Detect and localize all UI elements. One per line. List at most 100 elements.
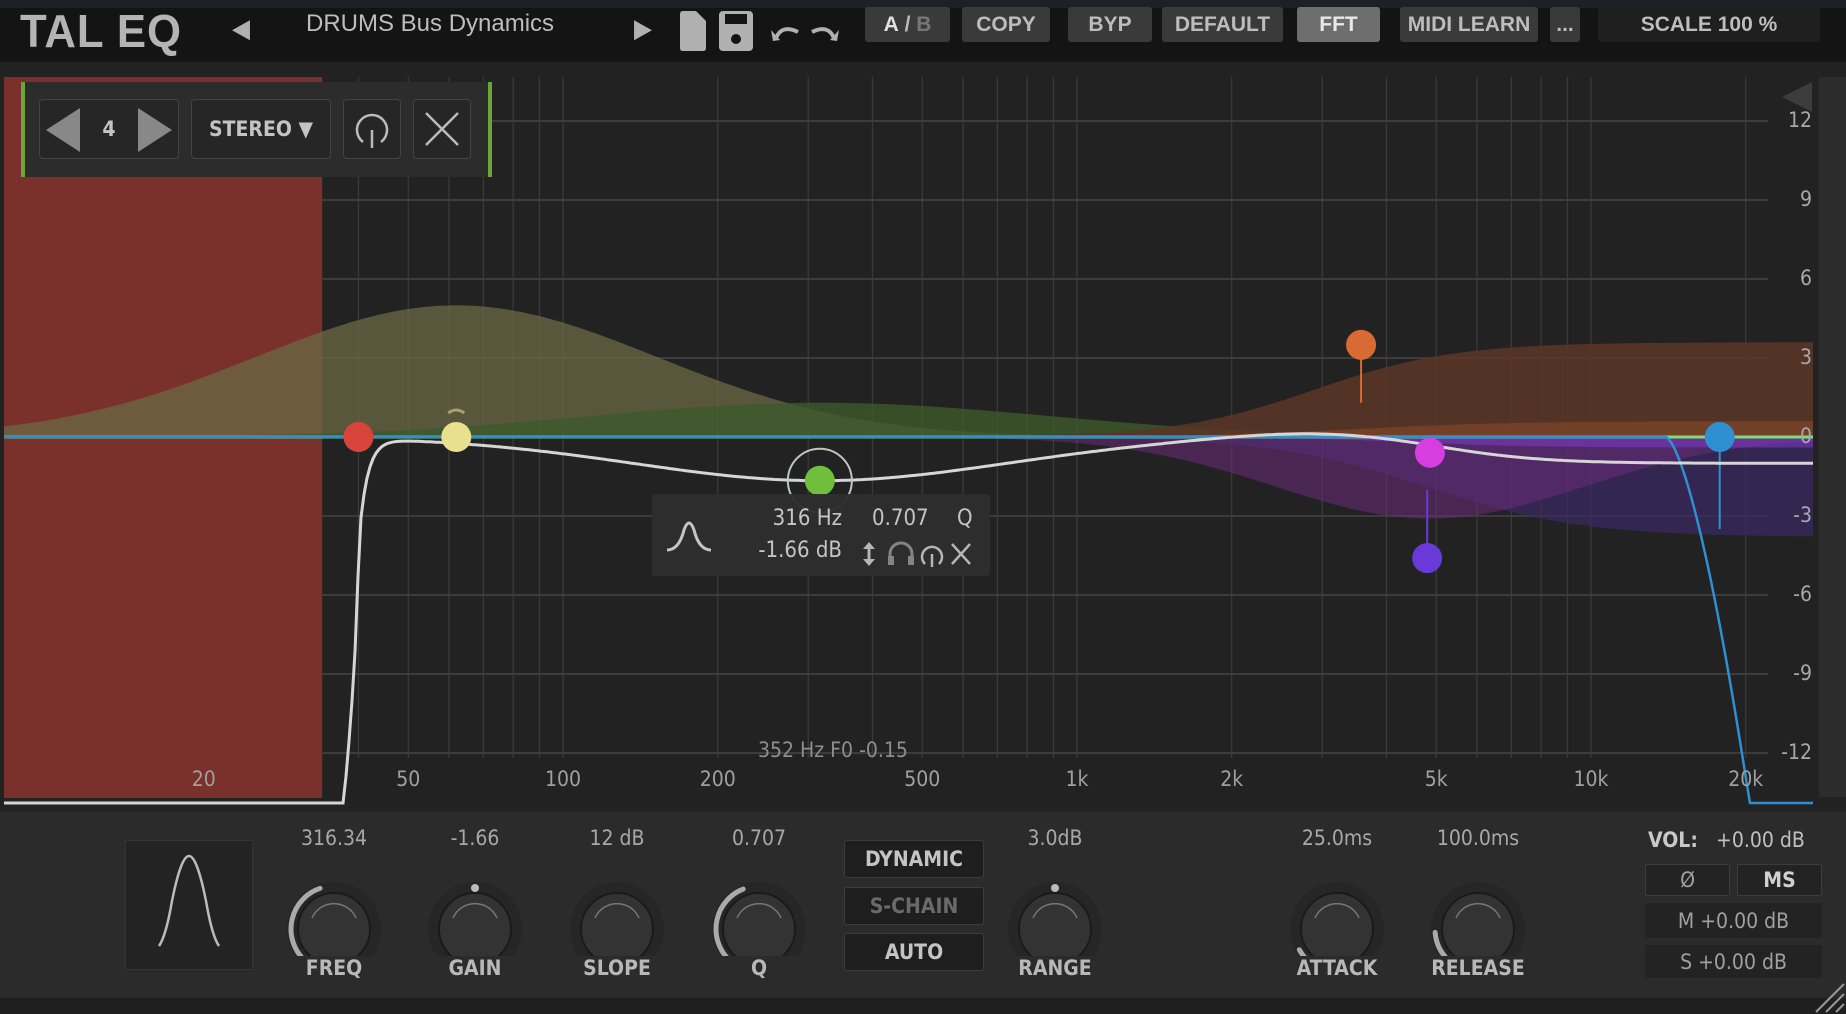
yellow-band-range-area	[4, 305, 1813, 437]
freq-tick-label: 10k	[1573, 767, 1609, 791]
db-tick-label: 3	[1799, 345, 1812, 369]
magenta-peak-node[interactable]	[1414, 437, 1445, 468]
slope-knob-group: 12 dB SLOPE	[557, 826, 677, 986]
prev-preset-icon[interactable]: ◀	[232, 14, 250, 44]
tooltip-actions	[863, 541, 971, 567]
sidechain-button[interactable]: S-CHAIN	[844, 887, 984, 925]
freq-value: 316.34	[300, 826, 368, 850]
side-gain[interactable]: S +0.00 dB	[1645, 945, 1822, 978]
next-band-icon[interactable]	[134, 106, 174, 154]
peak-filter-icon	[666, 521, 712, 552]
band-tooltip: 316 Hz 0.707 Q -1.66 dB	[652, 494, 990, 576]
dynamic-button[interactable]: DYNAMIC	[844, 840, 984, 878]
freq-knob[interactable]	[274, 852, 394, 956]
q-knob[interactable]	[699, 852, 819, 956]
logo: TAL EQ	[20, 5, 182, 57]
redo-icon[interactable]	[808, 20, 840, 42]
ab-compare-button[interactable]: A / B	[865, 7, 950, 42]
cursor-readout: 352 Hz F0 -0.15	[758, 738, 908, 762]
attack-knob[interactable]	[1277, 852, 1397, 956]
output-meter	[1819, 77, 1846, 797]
ab-b[interactable]: B	[916, 12, 932, 36]
mid-side-button[interactable]: MS	[1737, 864, 1822, 896]
range-knob[interactable]	[995, 852, 1115, 956]
peak-filter-icon	[157, 854, 221, 947]
meter-triangle-icon	[1782, 82, 1812, 112]
q-knob-group: 0.707 Q	[699, 826, 819, 986]
db-tick-label: -9	[1793, 660, 1812, 685]
freq-tick-label: 100	[544, 767, 582, 791]
midi-learn-button[interactable]: MIDI LEARN	[1400, 7, 1538, 42]
channel-mode-dropdown[interactable]: STEREO ▼	[191, 99, 331, 159]
magenta-band-range-area	[4, 437, 1813, 519]
tooltip-q: 0.707	[872, 506, 929, 531]
resize-handle-icon[interactable]	[1810, 978, 1846, 1014]
bypass-button[interactable]: BYP	[1068, 7, 1152, 42]
orange-band-range-area	[4, 342, 1813, 437]
tooltip-freq: 316 Hz	[772, 506, 842, 531]
band-delete-button[interactable]	[413, 99, 471, 159]
freq-tick-label: 20	[191, 767, 216, 791]
band-number: 4	[102, 117, 116, 141]
high-cut-curve	[4, 435, 1813, 805]
auto-button[interactable]: AUTO	[844, 933, 984, 971]
scale-button[interactable]: SCALE 100 %	[1598, 7, 1820, 42]
next-preset-icon[interactable]: ▶	[634, 14, 652, 44]
composite-eq-curve	[4, 432, 1813, 805]
preset-name[interactable]: DRUMS Bus Dynamics	[306, 10, 555, 37]
phase-invert-button[interactable]: Ø	[1645, 864, 1730, 896]
copy-button[interactable]: COPY	[962, 7, 1050, 42]
vol-label: VOL:	[1648, 828, 1698, 852]
filter-type-selector[interactable]	[125, 840, 253, 970]
gain-knob[interactable]	[415, 852, 535, 956]
undo-icon[interactable]	[770, 20, 802, 42]
release-knob[interactable]	[1418, 852, 1538, 956]
eq-curve-display[interactable]	[0, 62, 1846, 810]
slope-knob[interactable]	[557, 852, 677, 956]
fft-button[interactable]: FFT	[1297, 7, 1380, 42]
freq-tick-label: 500	[904, 767, 941, 791]
high-cut-node[interactable]	[1704, 422, 1735, 452]
range-label: RANGE	[1018, 956, 1092, 980]
band-panel: 4 STEREO ▼	[21, 82, 492, 177]
tooltip-gain: -1.66 dB	[758, 538, 842, 563]
vol-value[interactable]: +0.00 dB	[1716, 828, 1805, 852]
q-value: 0.707	[731, 826, 787, 850]
drag-vertical-icon[interactable]	[863, 542, 875, 566]
db-tick-label: 0	[1799, 424, 1812, 448]
freq-tick-label: 200	[699, 767, 736, 791]
prev-band-icon[interactable]	[44, 106, 84, 154]
db-tick-label: -3	[1793, 502, 1812, 527]
ab-a[interactable]: A	[883, 12, 899, 36]
green-peak-node[interactable]	[804, 465, 835, 496]
q-label: Q	[750, 956, 768, 980]
range-knob-group: 3.0dB RANGE	[995, 826, 1115, 986]
freq-label: FREQ	[305, 956, 363, 980]
db-tick-label: 6	[1799, 266, 1812, 291]
gain-label: GAIN	[448, 956, 502, 980]
freq-tick-label: 1k	[1065, 767, 1089, 791]
solo-headphones-icon[interactable]	[888, 541, 914, 565]
release-value: 100.0ms	[1436, 826, 1520, 850]
low-cut-node[interactable]	[343, 422, 374, 452]
purple-shelf-node[interactable]	[1412, 543, 1443, 574]
mid-gain[interactable]: M +0.00 dB	[1645, 903, 1822, 938]
band-power-button[interactable]	[343, 99, 401, 159]
yellow-peak-node[interactable]	[441, 422, 472, 452]
slope-value: 12 dB	[589, 826, 645, 850]
close-icon[interactable]	[951, 543, 971, 565]
attack-label: ATTACK	[1296, 956, 1378, 980]
power-icon[interactable]	[920, 545, 944, 567]
freq-tick-label: 20k	[1728, 767, 1764, 791]
db-tick-label: -6	[1793, 581, 1812, 606]
orange-shelf-node[interactable]	[1346, 329, 1377, 360]
more-button[interactable]: ...	[1550, 7, 1580, 42]
slope-label: SLOPE	[583, 956, 651, 980]
freq-tick-label: 2k	[1220, 767, 1244, 791]
save-icon[interactable]	[718, 10, 754, 52]
default-button[interactable]: DEFAULT	[1162, 7, 1283, 42]
release-label: RELEASE	[1431, 956, 1525, 980]
ab-separator: /	[904, 12, 911, 36]
new-file-icon[interactable]	[678, 10, 708, 52]
attack-knob-group: 25.0ms ATTACK	[1277, 826, 1397, 986]
